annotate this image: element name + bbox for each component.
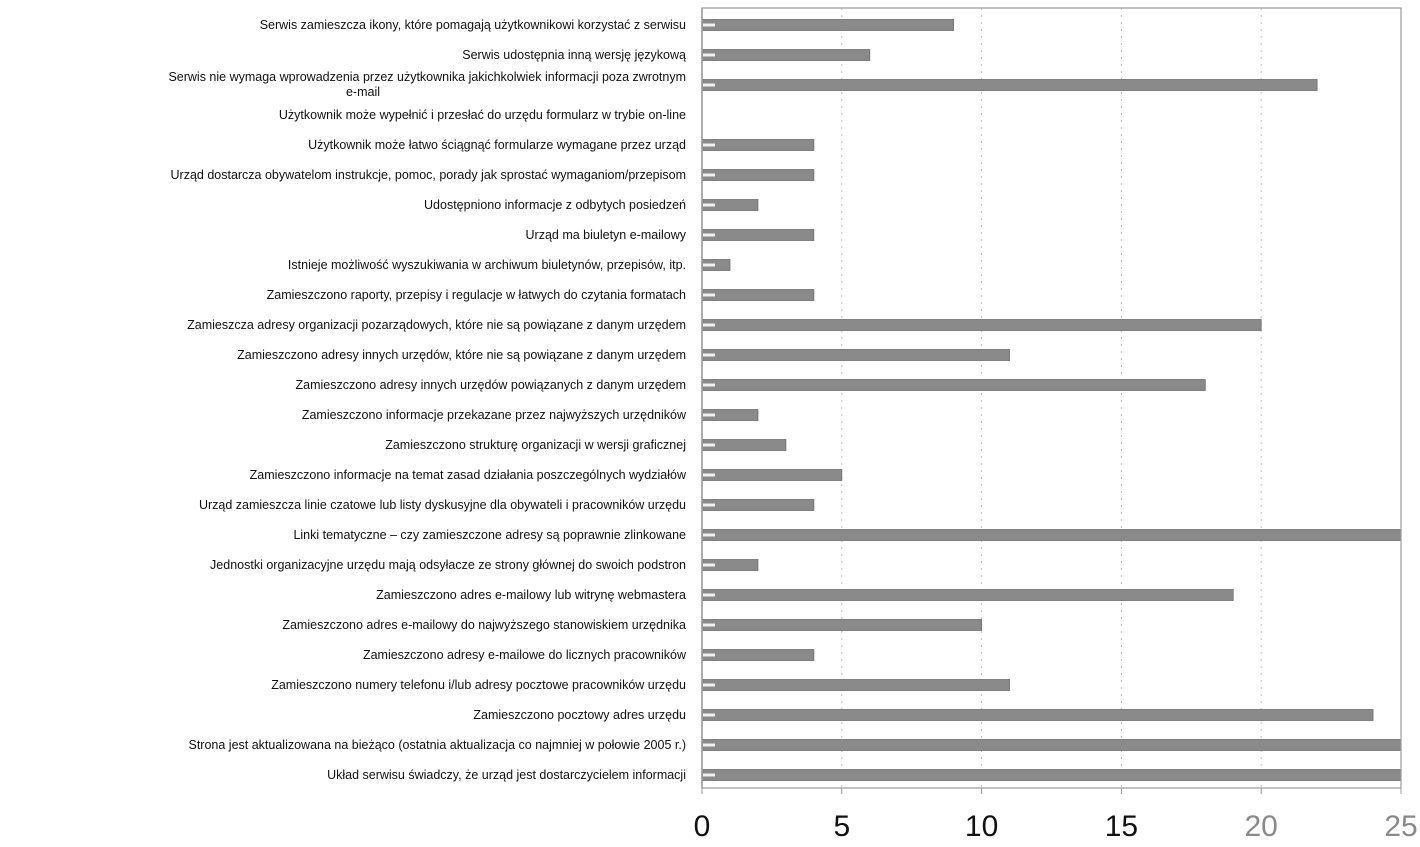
category-label: Urząd zamieszcza linie czatowe lub listy… [199, 498, 686, 512]
bars [701, 19, 1402, 781]
bar [701, 139, 815, 151]
bar [701, 739, 1402, 751]
x-tick-label: 20 [1245, 810, 1278, 843]
x-tick-label: 5 [833, 810, 850, 843]
bar [701, 49, 871, 61]
x-tick-labels: 0 5 10 15 20 25 [694, 810, 1418, 843]
bar-highlight [703, 53, 715, 57]
category-label: Udostępniono informacje z odbytych posie… [424, 198, 686, 212]
category-label: Zamieszczono numery telefonu i/lub adres… [271, 678, 686, 692]
bar [701, 349, 1010, 361]
bar [701, 289, 815, 301]
bar [701, 319, 1262, 331]
bar-highlight [703, 743, 715, 747]
bar [701, 469, 843, 481]
category-label: Linki tematyczne – czy zamieszczone adre… [293, 528, 686, 542]
category-label: Zamieszczono informacje przekazane przez… [302, 408, 687, 422]
bar-highlight [703, 83, 715, 87]
category-label: Serwis udostępnia inną wersję językową [462, 48, 686, 62]
bar-highlight [703, 173, 715, 177]
category-label: Zamieszczono adres e-mailowy lub witrynę… [376, 588, 686, 602]
bar [701, 529, 1402, 541]
bar [701, 19, 955, 31]
category-label: Zamieszczono raporty, przepisy i regulac… [267, 288, 686, 302]
bar-highlight [703, 383, 715, 387]
bar-highlight [703, 353, 715, 357]
bar [701, 379, 1206, 391]
category-label: Istnieje możliwość wyszukiwania w archiw… [288, 258, 686, 272]
bar [701, 679, 1010, 691]
category-label: Serwis zamieszcza ikony, które pomagają … [260, 18, 686, 32]
bar-highlight [703, 413, 715, 417]
bar [701, 589, 1234, 601]
x-tick-label: 15 [1105, 810, 1138, 843]
x-tick-label: 25 [1384, 810, 1417, 843]
bar-highlight [703, 23, 715, 27]
category-label: Użytkownik może łatwo ściągnąć formularz… [308, 138, 686, 152]
category-labels: Serwis zamieszcza ikony, które pomagają … [168, 18, 687, 782]
category-label: Strona jest aktualizowana na bieżąco (os… [188, 738, 686, 752]
bar [701, 769, 1402, 781]
bar [701, 649, 815, 661]
category-label: Zamieszcza adresy organizacji pozarządow… [187, 318, 686, 332]
bar [701, 229, 815, 241]
category-label: Zamieszczono adres e-mailowy do najwyższ… [282, 618, 686, 632]
category-label: Użytkownik może wypełnić i przesłać do u… [279, 108, 686, 122]
bar [701, 169, 815, 181]
bar-highlight [703, 653, 715, 657]
bar-highlight [703, 263, 715, 267]
bar [701, 79, 1318, 91]
category-label: Urząd dostarcza obywatelom instrukcje, p… [171, 168, 687, 182]
bar-highlight [703, 503, 715, 507]
category-label: Zamieszczono informacje na temat zasad d… [250, 468, 687, 482]
bar-highlight [703, 473, 715, 477]
plot-frame [701, 7, 1402, 789]
bar-highlight [703, 533, 715, 537]
axes [701, 7, 1402, 794]
bar-highlight [703, 593, 715, 597]
category-label: Serwis nie wymaga wprowadzenia przez uży… [168, 70, 686, 99]
bar-highlight [703, 563, 715, 567]
bar-highlight [703, 293, 715, 297]
bar-highlight [703, 233, 715, 237]
bar [701, 619, 983, 631]
bar-highlight [703, 623, 715, 627]
bar [701, 499, 815, 511]
bar-highlight [703, 713, 715, 717]
x-tick-label: 10 [965, 810, 998, 843]
bar-highlight [703, 323, 715, 327]
bar-highlight [703, 683, 715, 687]
x-tick-label: 0 [694, 810, 711, 843]
bar-highlight [703, 203, 715, 207]
category-label: Zamieszczono adresy e-mailowe do licznyc… [363, 648, 687, 662]
bar-highlight [703, 773, 715, 777]
category-label: Jednostki organizacyjne urzędu mają odsy… [210, 558, 686, 572]
category-label: Zamieszczono strukturę organizacji w wer… [385, 438, 686, 452]
category-label: Urząd ma biuletyn e-mailowy [526, 228, 687, 242]
bar [701, 709, 1374, 721]
grid-lines [841, 8, 1262, 788]
bar-highlight [703, 443, 715, 447]
bar-highlight [703, 143, 715, 147]
category-label: Układ serwisu świadczy, że urząd jest do… [327, 768, 686, 782]
category-label: Zamieszczono adresy innych urzędów powią… [296, 378, 686, 392]
category-label: Zamieszczono adresy innych urzędów, któr… [237, 348, 686, 362]
category-label: Zamieszczono pocztowy adres urzędu [473, 708, 686, 722]
